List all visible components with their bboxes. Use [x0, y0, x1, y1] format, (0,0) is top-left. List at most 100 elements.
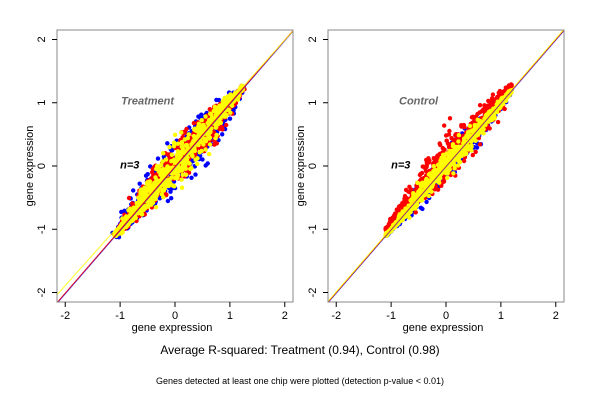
- data-point: [464, 143, 470, 148]
- data-point: [447, 116, 453, 121]
- fit-line: [57, 30, 293, 296]
- x-axis-label: gene expression: [403, 322, 484, 334]
- data-point: [139, 212, 145, 217]
- data-point: [133, 215, 138, 221]
- data-point: [426, 172, 432, 177]
- x-tick-label: -2: [331, 310, 341, 322]
- data-point: [459, 124, 464, 129]
- x-tick-label: 0: [443, 310, 449, 322]
- data-point: [208, 111, 213, 116]
- y-tick-label: 1: [36, 100, 48, 106]
- data-point: [179, 151, 184, 157]
- data-point: [400, 201, 405, 206]
- data-point: [432, 167, 438, 172]
- y-tick-label: -1: [307, 224, 319, 234]
- data-point: [227, 116, 233, 121]
- x-tick-label: 0: [172, 310, 178, 322]
- data-point: [175, 149, 181, 154]
- data-point: [179, 130, 184, 135]
- y-tick-label: 2: [36, 36, 48, 42]
- data-point: [433, 156, 438, 161]
- data-point: [202, 138, 207, 143]
- data-point: [186, 132, 191, 137]
- data-point: [201, 142, 206, 147]
- fit-line: [57, 30, 293, 302]
- data-point: [472, 125, 478, 130]
- data-point: [146, 185, 152, 190]
- data-point: [212, 142, 217, 147]
- data-point: [172, 184, 177, 189]
- data-point: [195, 142, 201, 147]
- sample-size-annotation: n=3: [391, 160, 410, 172]
- data-point: [447, 128, 452, 134]
- panel-title: Treatment: [121, 96, 175, 108]
- data-point: [145, 172, 150, 177]
- data-point: [435, 187, 441, 192]
- data-point: [440, 180, 445, 185]
- data-point: [418, 205, 424, 210]
- data-point: [215, 106, 221, 111]
- data-point: [158, 162, 164, 168]
- data-point: [203, 163, 208, 168]
- data-point: [427, 158, 432, 163]
- data-point: [435, 153, 441, 158]
- data-point: [197, 150, 202, 155]
- x-tick-label: 1: [227, 310, 233, 322]
- data-point: [167, 145, 172, 150]
- data-point: [199, 118, 204, 123]
- data-point: [161, 182, 166, 187]
- data-point: [171, 140, 177, 145]
- x-tick-label: 1: [498, 310, 504, 322]
- data-point: [481, 131, 486, 136]
- data-point: [502, 106, 507, 112]
- fit-line: [328, 30, 564, 302]
- data-point: [220, 132, 225, 137]
- data-point: [179, 177, 184, 182]
- x-tick-label: -1: [115, 310, 125, 322]
- data-point: [223, 114, 228, 119]
- data-point: [184, 158, 189, 163]
- data-point: [157, 196, 162, 201]
- data-point: [119, 209, 124, 215]
- data-point: [404, 196, 410, 201]
- data-point: [183, 143, 188, 148]
- data-point: [439, 183, 444, 188]
- data-point: [214, 124, 219, 130]
- data-point: [162, 186, 167, 191]
- data-point: [461, 158, 467, 164]
- data-point: [451, 171, 456, 176]
- data-point: [172, 175, 178, 181]
- data-point: [142, 186, 148, 191]
- y-axis-label: gene expression: [295, 126, 307, 207]
- data-point: [446, 142, 452, 148]
- data-point: [203, 147, 208, 152]
- data-point: [137, 181, 142, 186]
- plot-area: [328, 30, 564, 302]
- data-point: [473, 149, 478, 155]
- data-point: [152, 180, 157, 186]
- data-point: [206, 132, 211, 137]
- data-point: [477, 142, 483, 147]
- data-point: [408, 187, 414, 192]
- data-point: [169, 152, 175, 157]
- data-point: [196, 124, 201, 129]
- data-point: [431, 164, 436, 169]
- data-point: [473, 138, 478, 143]
- data-point: [165, 141, 170, 146]
- detection-note: Genes detected at least one chip were pl…: [156, 376, 444, 386]
- data-point: [492, 115, 497, 121]
- data-point: [124, 216, 129, 221]
- data-point: [407, 215, 412, 220]
- data-point: [415, 180, 420, 185]
- data-point: [147, 181, 152, 186]
- data-point: [153, 205, 159, 210]
- data-point: [192, 148, 197, 153]
- data-point: [168, 189, 173, 194]
- data-point: [438, 175, 443, 181]
- data-point: [165, 183, 171, 188]
- data-point: [418, 198, 424, 203]
- data-point: [182, 137, 188, 142]
- x-tick-label: 2: [282, 310, 288, 322]
- data-point: [174, 154, 180, 159]
